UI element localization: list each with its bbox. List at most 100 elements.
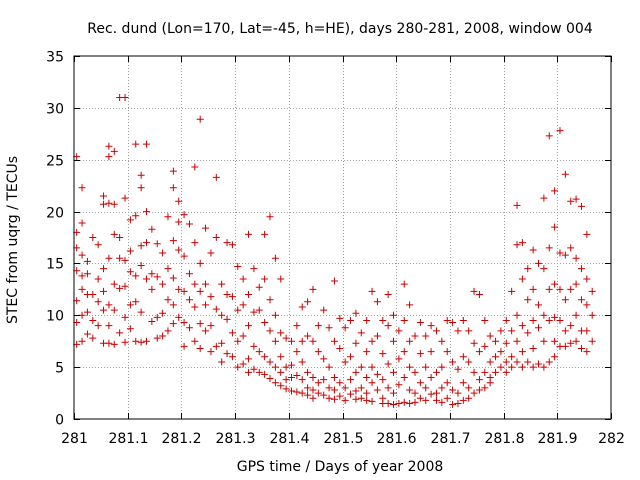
data-point [271, 363, 279, 371]
data-point [78, 272, 86, 280]
plot-frame [73, 55, 612, 420]
data-point [105, 301, 113, 309]
data-point [545, 316, 553, 324]
x-tick-label: 281.3 [215, 431, 255, 447]
data-point [518, 275, 526, 283]
data-point [379, 316, 387, 324]
data-point [390, 400, 398, 408]
data-point [330, 395, 338, 403]
data-point [454, 327, 462, 335]
data-point [277, 275, 285, 283]
data-point [126, 268, 134, 276]
data-point [304, 368, 312, 376]
data-point [250, 342, 258, 350]
data-point [368, 337, 376, 345]
data-point [363, 348, 371, 356]
data-point [320, 376, 328, 384]
data-point [78, 251, 86, 259]
data-point [577, 344, 585, 352]
data-point [395, 355, 403, 363]
data-point [422, 332, 430, 340]
data-point [529, 344, 537, 352]
data-point [416, 350, 424, 358]
x-tick-label: 281.7 [430, 431, 470, 447]
data-point [121, 93, 129, 101]
data-point [314, 379, 322, 387]
data-point [379, 350, 387, 358]
data-point [551, 187, 559, 195]
data-point [180, 342, 188, 350]
data-point [169, 320, 177, 328]
data-point [121, 313, 129, 321]
data-point [406, 337, 414, 345]
data-point [384, 322, 392, 330]
data-point [508, 363, 516, 371]
data-point [459, 353, 467, 361]
data-point [524, 265, 532, 273]
data-point [524, 358, 532, 366]
data-point [330, 337, 338, 345]
data-point [336, 344, 344, 352]
data-point [218, 311, 226, 319]
data-point [271, 337, 279, 345]
data-point [180, 252, 188, 260]
data-point [261, 370, 269, 378]
data-point [287, 361, 295, 369]
data-point [314, 348, 322, 356]
data-point [277, 382, 285, 390]
data-point [470, 389, 478, 397]
data-point [185, 324, 193, 332]
data-point [132, 298, 140, 306]
data-point [202, 327, 210, 335]
data-point [212, 173, 220, 181]
y-tick-label: 25 [46, 154, 64, 170]
data-point [384, 360, 392, 368]
data-point [481, 384, 489, 392]
data-point [304, 332, 312, 340]
data-point [400, 316, 408, 324]
data-point [153, 240, 161, 248]
data-point [551, 313, 559, 321]
data-point [228, 293, 236, 301]
data-point [406, 386, 414, 394]
data-point [465, 394, 473, 402]
data-point [325, 384, 333, 392]
data-point [100, 200, 108, 208]
data-point [94, 322, 102, 330]
data-point [363, 389, 371, 397]
data-point [282, 376, 290, 384]
data-point [153, 313, 161, 321]
data-point [561, 296, 569, 304]
data-point [395, 399, 403, 407]
data-point [175, 285, 183, 293]
data-point [250, 308, 258, 316]
data-point [390, 389, 398, 397]
data-point [556, 285, 564, 293]
data-point [422, 384, 430, 392]
data-point [293, 371, 301, 379]
data-point [449, 400, 457, 408]
data-point [347, 353, 355, 361]
data-point [78, 285, 86, 293]
data-point [271, 379, 279, 387]
data-point [287, 374, 295, 382]
data-point [422, 396, 430, 404]
data-point [218, 358, 226, 366]
data-point [132, 272, 140, 280]
data-point [588, 311, 596, 319]
data-point [556, 127, 564, 135]
data-point [89, 316, 97, 324]
data-point [228, 241, 236, 249]
data-point [94, 298, 102, 306]
data-point [132, 212, 140, 220]
data-point [561, 251, 569, 259]
data-point [132, 140, 140, 148]
x-tick-label: 281.8 [484, 431, 524, 447]
data-point [432, 396, 440, 404]
data-point [363, 374, 371, 382]
data-point [384, 291, 392, 299]
data-point [314, 389, 322, 397]
data-point [137, 262, 145, 270]
data-point [83, 308, 91, 316]
